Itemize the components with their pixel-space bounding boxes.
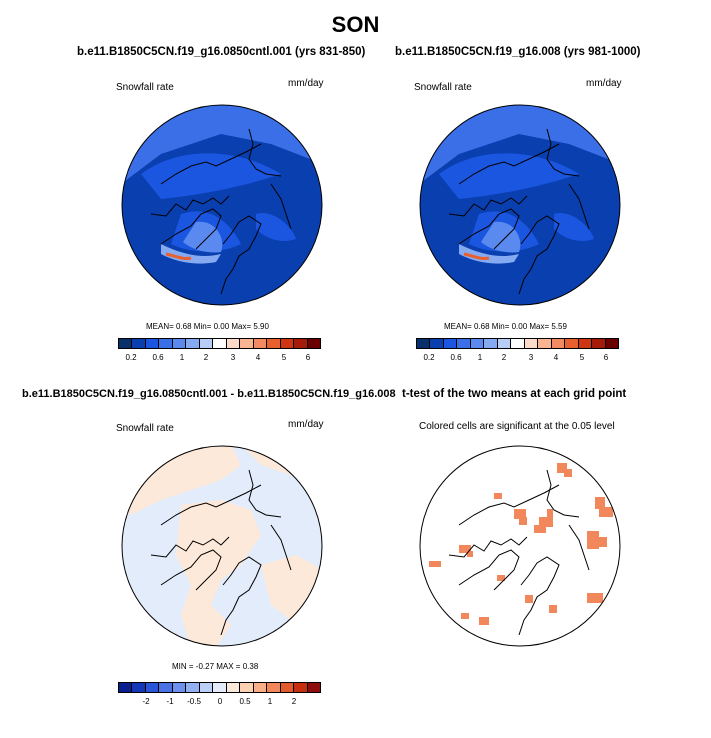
colorbar-box [294,339,308,348]
colorbar-box [280,339,295,348]
colorbar-box [417,339,431,348]
colorbar-tick: 0.2 [423,353,435,362]
colorbar-box [578,339,593,348]
colorbar-box [497,339,512,348]
panel-1-left-label: Snowfall rate [116,82,174,93]
colorbar-box [605,339,619,348]
panel-3-stats: MIN = -0.27 MAX = 0.38 [172,662,259,671]
panel-2-left-label: Snowfall rate [414,82,472,93]
panel-2-stats: MEAN= 0.68 Min= 0.00 Max= 5.59 [444,322,567,331]
colorbar-tick: 0 [217,697,223,706]
panel-2-map [419,104,621,306]
panel-3-units: mm/day [288,419,324,430]
colorbar-tick: 5 [579,353,585,362]
colorbar-tick: 0.5 [239,697,251,706]
colorbar-box [470,339,485,348]
colorbar-box [551,339,566,348]
colorbar-box [592,339,606,348]
colorbar-box [267,339,281,348]
colorbar-tick: 1 [267,697,273,706]
colorbar-box [484,339,498,348]
colorbar-tick: 0.2 [125,353,137,362]
colorbar-box [159,339,173,348]
panel-3-left-label: Snowfall rate [116,423,174,434]
colorbar-tick: 3 [230,353,236,362]
colorbar-box [119,683,133,692]
panel-3-map [121,445,323,647]
colorbar-box [511,339,525,348]
colorbar-box [145,339,160,348]
colorbar-box [307,683,321,692]
colorbar-box [457,339,471,348]
colorbar-box [226,683,241,692]
colorbar-box [267,683,281,692]
colorbar-box [132,683,146,692]
colorbar-box [430,339,444,348]
colorbar-box [119,339,133,348]
colorbar-tick: -1 [166,697,174,706]
colorbar-box [294,683,308,692]
panel-2-units: mm/day [586,78,622,89]
colorbar-tick: 4 [553,353,559,362]
colorbar-box [172,339,187,348]
colorbar-box [172,683,187,692]
panel-3-colorbar [118,682,321,693]
panel-1-units: mm/day [288,78,324,89]
colorbar-tick: 6 [603,353,609,362]
colorbar-tick: 4 [255,353,261,362]
colorbar-tick: 0.6 [152,353,164,362]
colorbar-box [253,683,268,692]
panel-2-title: b.e11.B1850C5CN.f19_g16.008 (yrs 981-100… [395,46,641,58]
colorbar-box [565,339,579,348]
panel-1-title: b.e11.B1850C5CN.f19_g16.0850cntl.001 (yr… [77,46,366,58]
colorbar-box [145,683,160,692]
colorbar-tick: 2 [291,697,297,706]
colorbar-tick: -0.5 [187,697,201,706]
colorbar-box [538,339,552,348]
colorbar-box [213,339,227,348]
colorbar-box [159,683,173,692]
panel-1-map [121,104,323,306]
colorbar-box [213,683,227,692]
colorbar-box [186,683,200,692]
colorbar-box [240,339,254,348]
colorbar-box [132,339,146,348]
colorbar-tick: 0.6 [450,353,462,362]
colorbar-box [199,339,214,348]
panel-2-colorbar [416,338,619,349]
colorbar-box [524,339,539,348]
colorbar-tick: 1 [179,353,185,362]
colorbar-box [186,339,200,348]
colorbar-tick: 3 [528,353,534,362]
colorbar-box [240,683,254,692]
panel-1-stats: MEAN= 0.68 Min= 0.00 Max= 5.90 [146,322,269,331]
colorbar-box [253,339,268,348]
panel-4-title: t-test of the two means at each grid poi… [402,388,627,400]
panel-4-left-label: Colored cells are significant at the 0.0… [419,421,615,432]
colorbar-box [307,339,321,348]
colorbar-box [226,339,241,348]
colorbar-box [199,683,214,692]
panel-3-title: b.e11.B1850C5CN.f19_g16.0850cntl.001 - b… [22,388,396,400]
colorbar-box [280,683,295,692]
page-title: SON [331,12,380,37]
colorbar-tick: 1 [477,353,483,362]
colorbar-tick: -2 [142,697,150,706]
colorbar-tick: 2 [203,353,209,362]
colorbar-tick: 2 [501,353,507,362]
colorbar-box [443,339,458,348]
colorbar-tick: 6 [305,353,311,362]
panel-4-map [419,445,621,647]
panel-1-colorbar [118,338,321,349]
colorbar-tick: 5 [281,353,287,362]
